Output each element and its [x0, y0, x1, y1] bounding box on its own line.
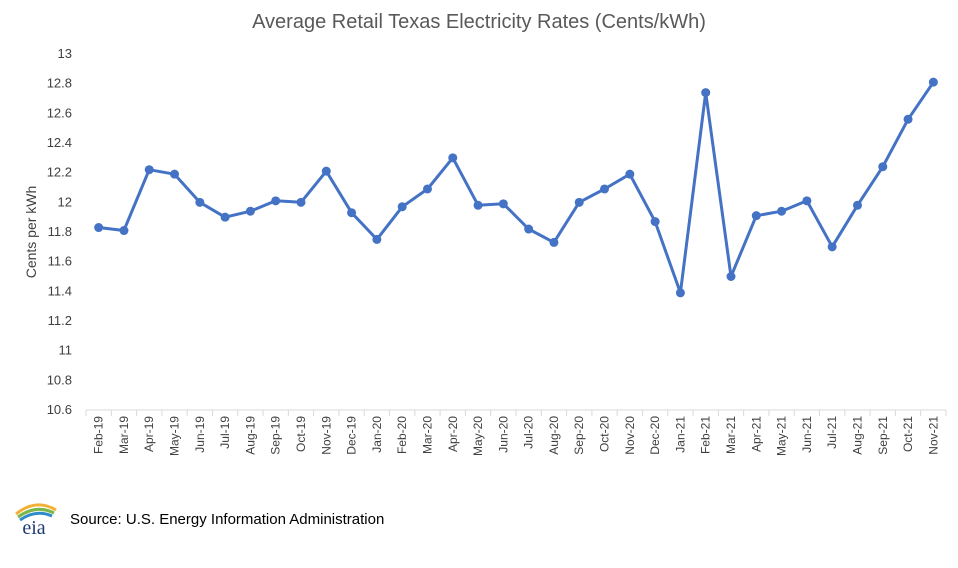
data-point: [422, 184, 432, 194]
x-tick-label: Jun-21: [800, 416, 814, 453]
x-tick-label: Feb-20: [395, 416, 409, 454]
data-point: [220, 212, 230, 222]
data-point: [675, 288, 685, 298]
x-tick-label: Jun-19: [193, 416, 207, 453]
x-tick-label: Dec-20: [648, 416, 662, 455]
data-point: [903, 114, 913, 124]
line-chart: Average Retail Texas Electricity Rates (…: [23, 11, 947, 456]
y-tick-label: 11.6: [48, 254, 72, 269]
x-tick-label: May-21: [775, 416, 789, 456]
y-tick-label: 12: [58, 194, 72, 209]
x-tick-label: Oct-21: [901, 416, 915, 452]
x-tick-marks: [85, 410, 947, 416]
data-point: [726, 272, 736, 281]
x-tick-label: Sep-19: [269, 416, 283, 455]
data-point: [473, 200, 483, 210]
x-tick-label: Apr-21: [749, 416, 763, 452]
data-point: [498, 199, 508, 209]
x-tick-label: Jul-20: [522, 416, 536, 449]
data-point: [119, 226, 129, 236]
y-tick-label: 11: [59, 343, 73, 358]
x-tick-label: Aug-20: [547, 416, 561, 455]
series-points: [94, 77, 938, 298]
y-tick-label: 10.8: [47, 372, 72, 387]
data-point: [574, 197, 584, 207]
x-tick-label: Feb-19: [92, 416, 106, 454]
x-tick-label: Apr-19: [142, 416, 156, 452]
data-point: [347, 208, 357, 218]
series-line: [98, 81, 935, 295]
eia-logo-text: eia: [22, 517, 45, 538]
data-point: [321, 166, 331, 176]
y-tick-label: 11.4: [48, 283, 72, 298]
x-tick-label: Jul-21: [825, 416, 839, 449]
y-axis-label: Cents per kWh: [23, 186, 39, 279]
data-point: [245, 206, 255, 216]
x-tick-label: Jan-20: [370, 416, 384, 453]
data-point: [372, 234, 382, 244]
data-point: [827, 242, 837, 252]
x-tick-labels: Feb-19 Mar-19 Apr-19 May-19 Jun-19 Jul-19 Aug-…: [92, 416, 941, 456]
x-tick-label: Sep-20: [572, 416, 586, 455]
data-point: [144, 165, 154, 175]
x-tick-label: Apr-20: [446, 416, 460, 452]
chart-title: Average Retail Texas Electricity Rates (…: [252, 11, 706, 33]
x-tick-label: Mar-19: [117, 416, 131, 454]
eia-logo: eia: [15, 503, 57, 538]
x-tick-label: Jan-21: [673, 416, 687, 453]
x-tick-label: Mar-20: [420, 416, 434, 454]
x-tick-label: Nov-21: [926, 416, 940, 455]
x-tick-label: Oct-20: [598, 416, 612, 452]
data-point: [600, 184, 610, 194]
x-tick-label: May-20: [471, 416, 485, 456]
data-point: [802, 196, 812, 206]
data-point: [195, 197, 205, 207]
y-tick-label: 11.2: [48, 313, 72, 328]
x-tick-label: Dec-19: [345, 416, 359, 455]
data-point: [271, 196, 281, 206]
data-point: [878, 162, 888, 172]
x-tick-label: Aug-21: [850, 416, 864, 455]
data-point: [701, 88, 711, 98]
x-tick-label: Aug-19: [243, 416, 257, 455]
data-point: [777, 206, 787, 216]
data-point: [397, 202, 407, 212]
x-tick-label: Nov-19: [319, 416, 333, 455]
y-tick-label: 12.4: [47, 135, 72, 150]
y-tick-label: 11.8: [48, 224, 72, 239]
y-tick-label: 10.6: [47, 402, 72, 417]
data-point: [650, 217, 660, 227]
data-point: [549, 237, 559, 247]
data-point: [170, 169, 180, 179]
y-tick-label: 12.6: [47, 105, 72, 120]
data-point: [928, 77, 938, 87]
x-tick-label: Jul-19: [218, 416, 232, 449]
data-point: [751, 211, 761, 221]
x-tick-label: Feb-21: [699, 416, 713, 454]
data-point: [625, 169, 635, 179]
data-point: [852, 200, 862, 210]
data-point: [524, 224, 534, 234]
source-note: Source: U.S. Energy Information Administ…: [70, 511, 385, 528]
data-point: [448, 153, 458, 163]
x-tick-label: Sep-21: [876, 416, 890, 455]
data-point: [296, 197, 306, 207]
y-tick-label: 13: [58, 46, 72, 61]
x-tick-label: Jun-20: [496, 416, 510, 453]
y-tick-labels: 13 12.8 12.6 12.4 12.2 12 11.8 11.6 11.4 11.2 11 10…: [47, 46, 72, 417]
y-tick-label: 12.2: [47, 165, 72, 180]
x-tick-label: Nov-20: [623, 416, 637, 455]
x-tick-label: Mar-21: [724, 416, 738, 454]
y-tick-label: 12.8: [47, 76, 72, 91]
data-point: [94, 223, 104, 233]
x-tick-label: Oct-19: [294, 416, 308, 452]
x-tick-label: May-19: [168, 416, 182, 456]
